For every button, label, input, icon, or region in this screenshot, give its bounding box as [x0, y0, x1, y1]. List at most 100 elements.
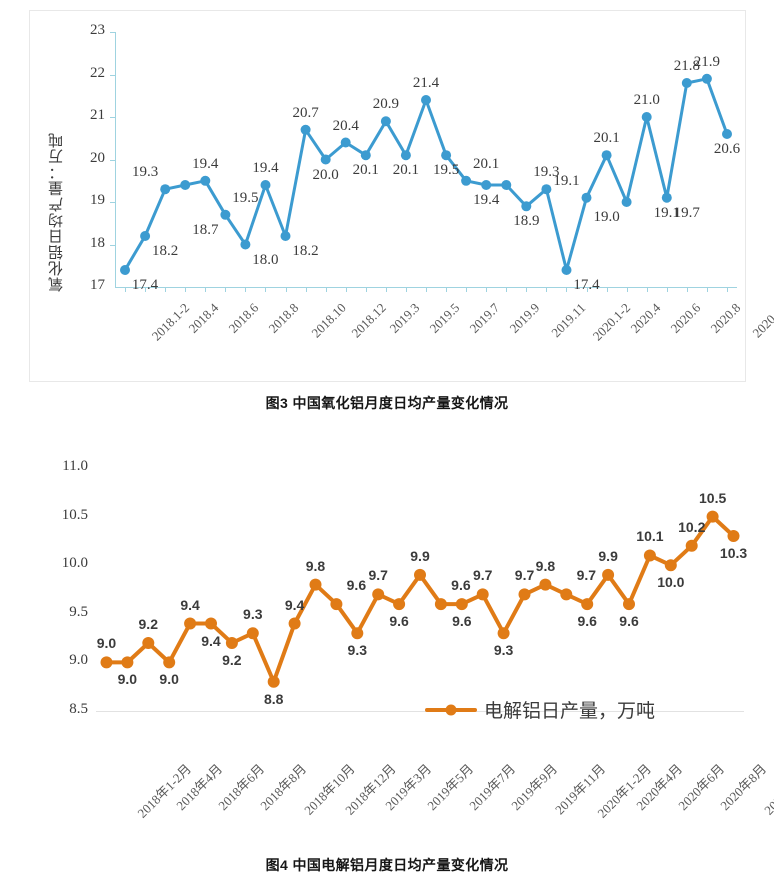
legend-label: 电解铝日产量，万吨	[484, 701, 656, 722]
data-point-label: 9.7	[472, 567, 493, 584]
data-point-label: 9.6	[451, 577, 471, 594]
data-point-label: 20.1	[473, 155, 500, 172]
data-point-label: 20.7	[292, 104, 319, 121]
data-point-marker	[541, 184, 552, 195]
data-point-marker	[641, 112, 652, 122]
data-point-label: 20.1	[593, 130, 620, 147]
data-point-marker	[727, 530, 740, 542]
data-point-label: 21.8	[673, 58, 700, 74]
x-axis-tick	[546, 287, 548, 292]
data-point-marker	[539, 578, 552, 591]
data-point-label: 9.6	[452, 613, 472, 630]
x-axis-tick	[586, 287, 588, 292]
legend-line-marker-icon	[425, 707, 477, 712]
y-tick-label: 9.5	[69, 603, 88, 620]
data-point-marker	[722, 129, 732, 139]
x-axis-tick	[205, 287, 207, 292]
x-axis-tick	[686, 287, 688, 292]
y-tick-label: 10.0	[61, 555, 88, 572]
data-point-label: 9.9	[410, 547, 430, 564]
data-point-marker	[455, 598, 468, 611]
data-point-label: 21.4	[412, 75, 440, 91]
data-point-marker	[380, 116, 391, 127]
x-axis-tick	[506, 287, 508, 292]
x-axis-tick	[305, 287, 307, 292]
y-tick-label: 18	[90, 234, 105, 251]
data-point-marker	[581, 598, 594, 611]
data-point-label: 9.6	[577, 613, 597, 630]
data-point-marker	[330, 598, 343, 611]
y-tick-label: 17	[90, 277, 105, 293]
x-axis-tick	[405, 287, 407, 292]
x-axis-tick	[626, 287, 628, 292]
data-point-marker	[372, 588, 385, 601]
y-axis-tick	[110, 32, 115, 33]
data-point-marker	[360, 150, 371, 161]
data-point-marker	[121, 656, 134, 669]
data-point-marker	[120, 265, 130, 275]
chart-electrolytic-caption: 图4 中国电解铝月度日均产量变化情况	[265, 857, 509, 873]
data-point-label: 9.0	[117, 671, 138, 688]
data-point-marker	[602, 568, 615, 581]
data-point-marker	[225, 637, 238, 649]
x-axis-tick	[385, 287, 387, 292]
data-point-label: 9.7	[514, 567, 535, 584]
data-point-label: 9.7	[368, 567, 388, 584]
x-axis-tick	[466, 287, 468, 292]
data-point-label: 9.3	[347, 642, 368, 659]
data-point-marker	[661, 192, 672, 203]
data-point-label: 9.7	[576, 567, 597, 584]
data-point-label: 18.7	[192, 221, 219, 238]
x-axis-tick	[225, 287, 227, 292]
data-point-label: 19.5	[232, 189, 259, 206]
data-point-label: 17.4	[573, 277, 600, 293]
data-point-label: 9.2	[222, 651, 242, 668]
data-point-marker	[142, 637, 155, 649]
data-point-label: 9.0	[159, 671, 179, 688]
data-point-marker	[220, 209, 231, 220]
data-point-label: 9.4	[201, 632, 221, 649]
x-axis-tick	[446, 287, 448, 292]
chart-electrolytic-legend-divider	[96, 711, 744, 712]
data-point-marker	[246, 627, 259, 640]
y-axis-tick	[110, 244, 115, 246]
x-axis-tick	[426, 287, 427, 292]
data-point-label: 9.6	[346, 577, 367, 594]
data-point-label: 9.0	[96, 635, 117, 652]
data-point-marker	[601, 150, 612, 161]
data-point-marker	[497, 627, 510, 640]
data-point-label: 19.4	[192, 155, 219, 172]
data-point-marker	[461, 175, 472, 186]
data-point-marker	[140, 231, 151, 241]
data-point-marker	[205, 617, 217, 630]
x-axis-tick	[285, 287, 287, 292]
data-point-marker	[681, 78, 692, 88]
x-axis-tick	[165, 287, 167, 292]
chart-alumina: 氧化铝日均产量：万吨 17 18 19 20 21 22 23 17.4 18.2 19.3 19…	[0, 0, 774, 400]
data-point-label: 9.4	[180, 596, 200, 613]
data-point-marker	[393, 598, 406, 611]
x-axis-tick	[706, 287, 708, 292]
y-axis-tick	[110, 117, 115, 118]
data-point-label: 9.3	[493, 642, 514, 659]
data-point-marker	[200, 175, 211, 186]
y-tick-label: 21	[90, 107, 105, 123]
data-point-marker	[309, 578, 322, 591]
data-point-marker	[240, 239, 251, 250]
y-tick-label: 19	[90, 192, 105, 208]
data-point-label: 19.4	[252, 160, 279, 176]
data-point-label: 9.6	[389, 613, 409, 630]
data-point-marker	[581, 192, 592, 203]
data-point-label: 10.0	[657, 574, 685, 591]
data-point-marker	[481, 180, 492, 190]
data-point-label: 18.2	[292, 243, 319, 259]
data-point-label: 21.9	[693, 53, 721, 70]
data-point-marker	[340, 137, 351, 148]
y-tick-label: 20	[90, 149, 105, 166]
chart-electrolytic-legend[interactable]: 电解铝日产量，万吨	[425, 696, 655, 723]
y-axis-line	[115, 32, 116, 287]
data-point-label: 19.3	[533, 164, 560, 181]
data-point-marker	[184, 617, 197, 630]
data-point-label: 19.1	[553, 172, 580, 189]
data-point-marker	[706, 510, 719, 523]
